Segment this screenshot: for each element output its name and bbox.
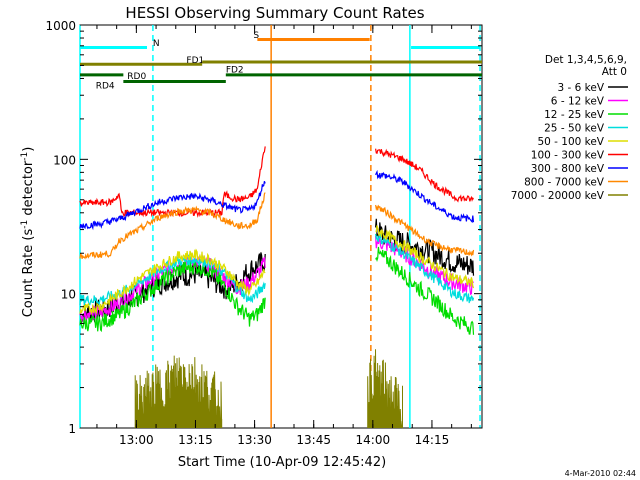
legend-entry-6: 300 - 800 keV: [531, 163, 605, 175]
state-label-rd4: RD4: [96, 82, 115, 92]
series-line-6-0: [79, 180, 266, 231]
series-line-0-1: [375, 218, 475, 276]
legend-header-0: Det 1,3,4,5,6,9,: [545, 54, 627, 66]
x-axis-label: Start Time (10-Apr-09 12:45:42): [178, 455, 386, 470]
series-line-8-1: [367, 349, 403, 429]
y-tick-label-0: 1: [68, 422, 76, 436]
y-label-sup1: -1: [20, 220, 30, 229]
series-line-7-0: [79, 192, 266, 260]
legend-entry-8: 7000 - 20000 keV: [511, 190, 605, 202]
axes: 13:00 13:15 13:30 13:45 14:00 14:15 1 10 100 1000: [45, 19, 482, 447]
state-label-n: N: [153, 39, 160, 49]
legend-header-1: Att 0: [602, 66, 627, 78]
x-tick-label-0: 13:00: [119, 433, 154, 447]
chart-title: HESSI Observing Summary Count Rates: [125, 4, 424, 22]
series-line-3-1: [375, 233, 475, 304]
x-tick-label-3: 13:45: [296, 433, 331, 447]
state-label-rd0: RD0: [127, 72, 146, 82]
series-line-6-1: [375, 169, 475, 224]
x-tick-label-5: 14:15: [415, 433, 450, 447]
legend-entry-1: 6 - 12 keV: [551, 96, 605, 108]
state-label-s: S: [253, 31, 259, 41]
y-axis-label: Count Rate (s-1 detector-1): [20, 147, 36, 318]
y-label-end: ): [21, 147, 36, 152]
y-tick-label-3: 1000: [45, 19, 76, 33]
legend: Det 1,3,4,5,6,9,Att 0 3 - 6 keV 6 - 12 keV…: [511, 54, 628, 202]
legend-entry-7: 800 - 7000 keV: [524, 177, 605, 189]
series-line-5-0: [79, 146, 266, 218]
series-lines: [79, 146, 475, 429]
y-tick-label-1: 10: [61, 288, 76, 302]
y-label-mid: detector: [21, 160, 36, 220]
legend-entry-3: 25 - 50 keV: [544, 123, 605, 135]
x-tick-label-1: 13:15: [178, 433, 213, 447]
state-bars: N S FD1 FD2 RD0 RD4: [80, 31, 482, 92]
x-tick-label-2: 13:30: [237, 433, 272, 447]
series-line-1-1: [375, 235, 474, 296]
series-line-4-0: [79, 248, 266, 316]
y-tick-label-2: 100: [53, 153, 76, 167]
legend-entry-2: 12 - 25 keV: [544, 109, 605, 121]
x-tick-label-4: 14:00: [356, 433, 391, 447]
series-line-2-0: [79, 260, 266, 333]
series-line-7-1: [375, 204, 475, 257]
legend-entry-5: 100 - 300 keV: [531, 150, 605, 162]
series-line-8-0: [134, 355, 223, 429]
series-line-4-1: [375, 225, 475, 289]
series-line-1-0: [79, 254, 266, 323]
y-label-main: Count Rate (s: [21, 229, 36, 318]
timestamp: 4-Mar-2010 02:44: [565, 469, 636, 478]
state-label-fd1: FD1: [186, 56, 204, 66]
series-line-5-1: [375, 148, 475, 203]
y-label-sup2: -1: [20, 152, 30, 161]
series-line-2-1: [375, 246, 475, 335]
legend-entry-0: 3 - 6 keV: [557, 82, 604, 94]
legend-entry-4: 50 - 100 keV: [537, 136, 604, 148]
state-label-fd2: FD2: [226, 65, 244, 75]
